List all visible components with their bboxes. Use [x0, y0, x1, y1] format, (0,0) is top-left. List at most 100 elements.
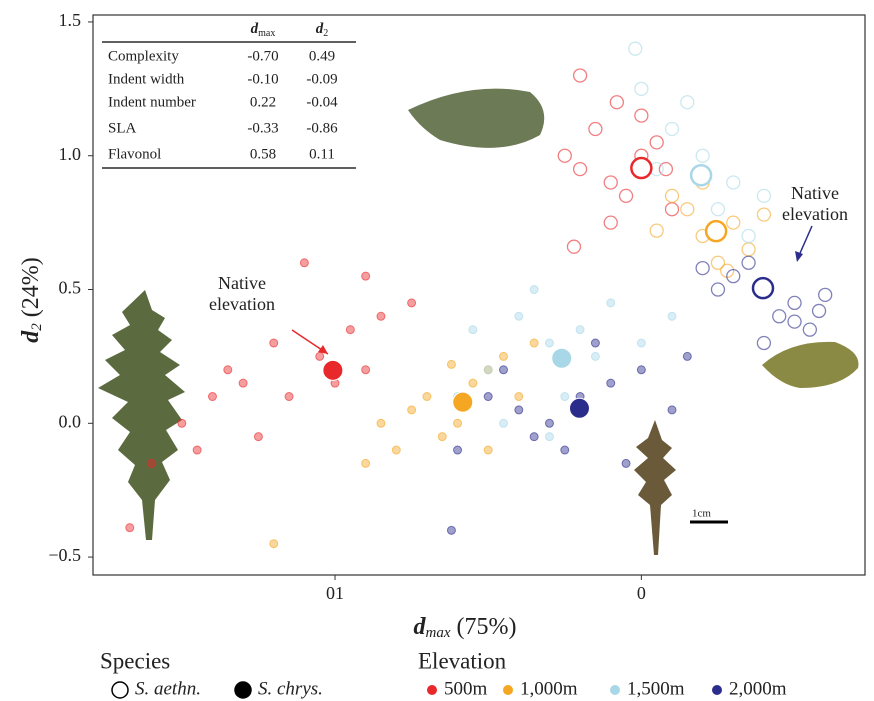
- data-point: [634, 81, 649, 96]
- data-point: [376, 311, 386, 321]
- data-point: [391, 445, 401, 455]
- data-point: [238, 378, 248, 388]
- data-point: [499, 418, 509, 428]
- data-point: [437, 432, 447, 442]
- data-point: [361, 271, 371, 281]
- legend-marker: [712, 685, 722, 695]
- data-point: [566, 239, 582, 254]
- data-point: [192, 445, 202, 455]
- annotation: Native: [218, 273, 266, 293]
- data-point: [726, 175, 741, 190]
- data-point: [756, 188, 772, 204]
- legend-marker: [234, 681, 252, 699]
- legend-marker: [610, 685, 620, 695]
- centroid: [751, 276, 775, 300]
- axis-symbol: d: [18, 330, 44, 343]
- data-point: [253, 432, 263, 442]
- legend-marker: [427, 685, 437, 695]
- data-point: [710, 255, 726, 270]
- data-point: [636, 365, 646, 375]
- data-point: [483, 445, 493, 455]
- data-point: [446, 525, 456, 535]
- data-point: [572, 161, 588, 177]
- data-point: [811, 303, 827, 319]
- data-point: [499, 351, 509, 361]
- data-point: [207, 392, 217, 402]
- axis-subscript: 2: [29, 323, 45, 331]
- table-cell: 0.22: [250, 94, 276, 110]
- y-axis-label: d2 (24%): [18, 257, 46, 342]
- data-point: [446, 359, 456, 369]
- data-point: [680, 95, 695, 110]
- data-point: [787, 314, 802, 329]
- data-point: [710, 202, 726, 217]
- data-point: [560, 445, 570, 455]
- data-point: [407, 298, 417, 308]
- table-row-label: Indent width: [108, 71, 185, 87]
- annotation-arrowhead: [795, 251, 803, 262]
- centroid: [322, 359, 344, 381]
- centroid: [568, 397, 590, 419]
- centroid: [689, 164, 713, 187]
- data-point: [628, 41, 643, 56]
- header-subscript: max: [258, 28, 275, 39]
- data-point: [529, 338, 539, 348]
- data-point: [407, 405, 417, 415]
- data-point: [223, 365, 233, 375]
- legend-title: Species: [100, 648, 170, 673]
- data-point: [483, 365, 493, 375]
- data-point: [695, 148, 710, 163]
- centroid: [551, 347, 573, 369]
- data-point: [544, 338, 554, 348]
- table-header: d2: [316, 21, 329, 39]
- y-tick-label: 1.5: [59, 10, 82, 30]
- data-point: [756, 207, 772, 222]
- data-point: [422, 392, 432, 402]
- data-point: [590, 351, 600, 361]
- data-point: [710, 282, 726, 297]
- data-point: [680, 202, 695, 217]
- leaf-image: [634, 420, 676, 555]
- annotation-arrowhead: [318, 345, 328, 354]
- data-point: [618, 188, 634, 204]
- data-point: [269, 539, 279, 549]
- annotation: elevation: [209, 294, 275, 314]
- axis-symbol: d: [414, 614, 427, 640]
- data-point: [621, 458, 631, 468]
- data-point: [361, 458, 371, 468]
- data-point: [634, 108, 649, 123]
- data-point: [818, 287, 833, 303]
- data-point: [499, 365, 509, 375]
- data-point: [146, 458, 156, 468]
- data-point: [606, 378, 616, 388]
- data-point: [125, 523, 135, 533]
- axis-subscript: max: [426, 625, 451, 641]
- data-point: [636, 338, 646, 348]
- legend-label: 1,000m: [520, 678, 578, 699]
- leaf-image: [762, 341, 859, 388]
- legend-marker: [503, 685, 513, 695]
- data-point: [649, 223, 664, 238]
- data-point: [453, 445, 463, 455]
- data-point: [658, 161, 674, 177]
- data-point: [468, 378, 478, 388]
- table-cell: 0.58: [250, 146, 276, 162]
- data-point: [544, 432, 554, 442]
- table-cell: -0.86: [306, 120, 338, 136]
- x-axis-label: dmax (75%): [414, 614, 517, 642]
- data-point: [544, 418, 554, 428]
- table-cell: -0.04: [306, 94, 338, 110]
- legend-label: S. aethn.: [135, 678, 201, 699]
- data-point: [664, 121, 680, 137]
- legend-label: S. chrys.: [258, 678, 323, 699]
- table-cell: -0.09: [306, 71, 337, 87]
- header-symbol: d: [251, 21, 259, 37]
- legend-marker: [111, 681, 129, 699]
- data-point: [772, 309, 787, 324]
- data-point: [177, 418, 187, 428]
- data-point: [603, 175, 618, 190]
- legend-label: 500m: [444, 678, 488, 699]
- data-point: [756, 335, 772, 351]
